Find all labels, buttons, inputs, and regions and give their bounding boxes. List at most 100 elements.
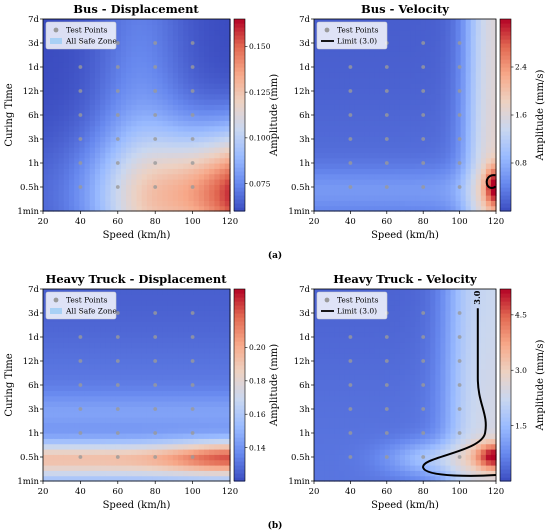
heatmap-cell — [324, 195, 330, 201]
heatmap-cell — [48, 454, 54, 461]
heatmap-cell — [58, 136, 65, 143]
heatmap-cell — [146, 342, 153, 349]
heatmap-cell — [455, 77, 462, 84]
heatmap-cell — [465, 67, 472, 73]
heatmap-cell — [131, 347, 138, 354]
colorbar-segment — [234, 377, 245, 382]
heatmap-cell — [399, 205, 406, 212]
heatmap-cell — [214, 163, 221, 169]
colorbar-segment — [234, 159, 245, 164]
heatmap-cell — [131, 19, 138, 25]
heatmap-cell — [198, 438, 205, 445]
heatmap-cell — [445, 72, 452, 79]
colorbar-segment — [234, 183, 245, 188]
heatmap-cell — [198, 315, 205, 322]
heatmap-cell — [369, 347, 376, 354]
heatmap-cell — [94, 411, 101, 418]
heatmap-cell — [460, 56, 467, 63]
heatmap-cell — [455, 29, 462, 36]
heatmap-cell — [63, 131, 70, 137]
heatmap-cell — [120, 347, 127, 354]
heatmap-cell — [314, 83, 320, 89]
heatmap-cell — [349, 61, 356, 68]
heatmap-cell — [415, 19, 421, 25]
heatmap-cell — [354, 411, 361, 418]
heatmap-cell — [329, 449, 335, 455]
heatmap-cell — [110, 401, 117, 407]
heatmap-cell — [157, 385, 164, 391]
heatmap-cell — [178, 152, 184, 159]
heatmap-cell — [349, 157, 356, 164]
colorbar-segment — [234, 71, 245, 76]
heatmap-cell — [319, 168, 325, 175]
heatmap-cell — [167, 88, 174, 95]
heatmap-cell — [224, 406, 231, 413]
heatmap-cell — [183, 104, 190, 111]
heatmap-cell — [84, 205, 91, 212]
heatmap-cell — [126, 299, 132, 306]
y-tick-label: 1d — [28, 333, 39, 343]
heatmap-cell — [100, 104, 106, 111]
heatmap-cell — [58, 406, 65, 413]
heatmap-cell — [349, 475, 356, 482]
heatmap-cell — [420, 72, 426, 79]
heatmap-cell — [314, 67, 320, 73]
colorbar-segment — [500, 171, 511, 176]
heatmap-cell — [475, 77, 482, 84]
heatmap-cell — [374, 125, 381, 132]
x-tick-label: 80 — [150, 487, 161, 497]
heatmap-cell — [374, 157, 381, 164]
heatmap-cell — [204, 438, 210, 445]
heatmap-cell — [167, 179, 174, 185]
heatmap-cell — [219, 294, 226, 301]
heatmap-cell — [141, 315, 148, 322]
heatmap-cell — [430, 61, 436, 68]
heatmap-cell — [314, 163, 320, 169]
heatmap-cell — [410, 299, 416, 306]
heatmap-cell — [435, 200, 441, 207]
heatmap-cell — [204, 443, 210, 450]
heatmap-cell — [84, 433, 91, 439]
heatmap-cell — [410, 454, 416, 461]
heatmap-cell — [157, 310, 164, 317]
heatmap-cell — [349, 56, 356, 63]
heatmap-cell — [329, 401, 335, 407]
heatmap-cell — [450, 120, 457, 127]
heatmap-cell — [339, 433, 345, 439]
heatmap-cell — [470, 195, 477, 201]
heatmap-cell — [152, 24, 158, 31]
heatmap-cell — [146, 104, 153, 111]
heatmap-cell — [167, 449, 174, 455]
heatmap-cell — [204, 369, 210, 375]
heatmap-cell — [339, 347, 345, 354]
heatmap-cell — [450, 51, 457, 57]
colorbar-label: Amplitude (mm) — [269, 344, 280, 427]
heatmap-cell — [389, 315, 396, 322]
heatmap-cell — [58, 120, 65, 127]
heatmap-cell — [58, 152, 65, 159]
heatmap-cell — [204, 470, 210, 477]
heatmap-cell — [198, 51, 205, 57]
heatmap-cell — [53, 390, 60, 397]
heatmap-cell — [131, 315, 138, 322]
heatmap-cell — [84, 61, 91, 68]
heatmap-cell — [178, 24, 184, 31]
heatmap-cell — [430, 152, 436, 159]
heatmap-cell — [480, 184, 487, 191]
heatmap-cell — [100, 99, 106, 105]
heatmap-cell — [183, 401, 190, 407]
heatmap-cell — [105, 200, 112, 207]
heatmap-cell — [178, 93, 184, 100]
heatmap-cell — [193, 417, 200, 423]
heatmap-cell — [214, 19, 221, 25]
heatmap-cell — [389, 67, 396, 73]
heatmap-cell — [162, 401, 169, 407]
heatmap-cell — [94, 374, 101, 381]
heatmap-cell — [162, 99, 169, 105]
heatmap-cell — [162, 305, 169, 311]
heatmap-cell — [110, 205, 117, 212]
heatmap-cell — [410, 93, 416, 100]
colorbar-segment — [500, 187, 511, 192]
heatmap-cell — [157, 299, 164, 306]
